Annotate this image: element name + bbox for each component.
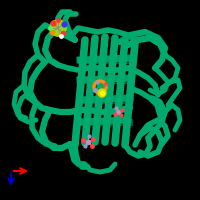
Circle shape — [50, 20, 66, 36]
Circle shape — [98, 89, 106, 97]
